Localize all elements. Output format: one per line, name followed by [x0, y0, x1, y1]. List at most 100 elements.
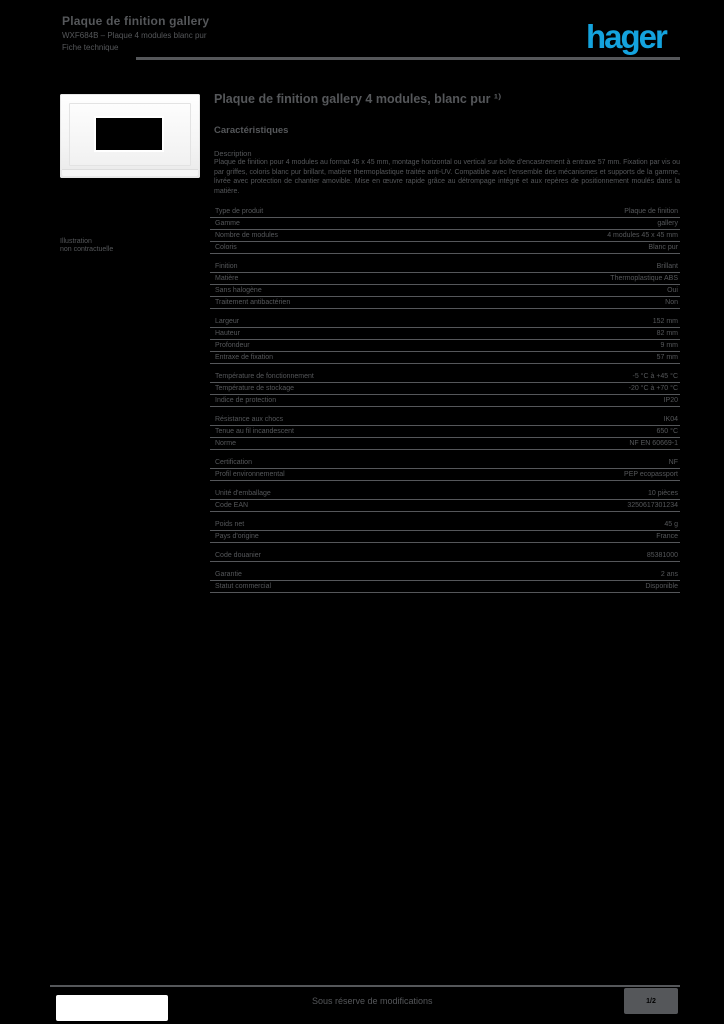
- spec-row: Pays d'origine France: [210, 531, 680, 543]
- cover-plate-cutout: [96, 118, 162, 150]
- product-image: [60, 94, 200, 178]
- spec-value: Non: [665, 299, 678, 306]
- spec-label: Indice de protection: [215, 397, 277, 404]
- spec-label: Nombre de modules: [215, 232, 279, 239]
- spec-label: Hauteur: [215, 330, 240, 337]
- spec-row: Résistance aux chocs IK04: [210, 414, 680, 426]
- spec-row: Coloris Blanc pur: [210, 242, 680, 254]
- spec-group: Garantie 2 ans Statut commercial Disponible: [210, 569, 680, 593]
- spec-row: Poids net 45 g: [210, 519, 680, 531]
- spec-label: Pays d'origine: [215, 533, 259, 540]
- spec-value: 3250617301234: [627, 502, 678, 509]
- spec-value: 85381000: [646, 552, 678, 559]
- spec-value: Brillant: [656, 263, 678, 270]
- spec-label: Matière: [215, 275, 239, 282]
- spec-label: Entraxe de fixation: [215, 354, 273, 361]
- image-caption: Illustration non contractuelle: [60, 238, 150, 254]
- spec-value: 4 modules 45 x 45 mm: [607, 232, 678, 239]
- spec-label: Gamme: [215, 220, 240, 227]
- spec-label: Profil environnemental: [215, 471, 285, 478]
- spec-label: Température de stockage: [215, 385, 294, 392]
- spec-label: Type de produit: [215, 208, 264, 215]
- footer-page-badge: 1/2: [624, 988, 678, 1014]
- spec-label: Température de fonctionnement: [215, 373, 314, 380]
- spec-label: Traitement antibactérien: [215, 299, 291, 306]
- spec-value: Plaque de finition: [624, 208, 678, 215]
- spec-label: Garantie: [215, 571, 242, 578]
- spec-label: Norme: [215, 440, 237, 447]
- spec-value: IP20: [663, 397, 678, 404]
- spec-group: Type de produit Plaque de finition Gamme ga…: [210, 206, 680, 254]
- spec-value: France: [656, 533, 678, 540]
- spec-row: Indice de protection IP20: [210, 395, 680, 407]
- spec-row: Nombre de modules 4 modules 45 x 45 mm: [210, 230, 680, 242]
- spec-label: Largeur: [215, 318, 240, 325]
- spec-value: 650 °C: [656, 428, 678, 435]
- header-divider: [136, 57, 680, 60]
- image-caption-line2: non contractuelle: [60, 246, 114, 253]
- spec-group: Température de fonctionnement -5 °C à +45…: [210, 371, 680, 407]
- image-caption-line1: Illustration: [60, 238, 92, 245]
- spec-value: -20 °C à +70 °C: [628, 385, 678, 392]
- spec-value: 2 ans: [660, 571, 678, 578]
- spec-row: Gamme gallery: [210, 218, 680, 230]
- footer-divider: [50, 985, 680, 987]
- spec-row: Type de produit Plaque de finition: [210, 206, 680, 218]
- spec-row: Profil environnemental PEP ecopassport: [210, 469, 680, 481]
- spec-group: Certification NF Profil environnemental PEP…: [210, 457, 680, 481]
- spec-row: Température de stockage -20 °C à +70 °C: [210, 383, 680, 395]
- spec-row: Certification NF: [210, 457, 680, 469]
- spec-row: Code EAN 3250617301234: [210, 500, 680, 512]
- spec-label: Coloris: [215, 244, 237, 251]
- footer-note: Sous réserve de modifications: [312, 996, 433, 1006]
- spec-value: -5 °C à +45 °C: [632, 373, 678, 380]
- spec-row: Matière Thermoplastique ABS: [210, 273, 680, 285]
- spec-label: Poids net: [215, 521, 245, 528]
- spec-value: Disponible: [645, 583, 678, 590]
- spec-value: 9 mm: [660, 342, 679, 349]
- spec-group: Poids net 45 g Pays d'origine France: [210, 519, 680, 543]
- spec-row: Finition Brillant: [210, 261, 680, 273]
- spec-label: Code douanier: [215, 552, 261, 559]
- spec-group: Unité d'emballage 10 pièces Code EAN 325061…: [210, 488, 680, 512]
- header-product-block: Plaque de finition gallery WXF684B – Pla…: [62, 15, 342, 53]
- description-label: Description: [214, 149, 252, 158]
- page-title: Plaque de finition gallery 4 modules, bl…: [214, 92, 502, 106]
- description-paragraph: Plaque de finition pour 4 modules au for…: [214, 159, 680, 196]
- spec-label: Tenue au fil incandescent: [215, 428, 294, 435]
- spec-row: Statut commercial Disponible: [210, 581, 680, 593]
- spec-row: Hauteur 82 mm: [210, 328, 680, 340]
- header-document-type: Fiche technique: [62, 43, 119, 52]
- spec-row: Norme NF EN 60669-1: [210, 438, 680, 450]
- spec-row: Sans halogène Oui: [210, 285, 680, 297]
- spec-value: PEP ecopassport: [624, 471, 678, 478]
- cover-plate-bottom-edge: [62, 169, 198, 176]
- spec-row: Code douanier 85381000: [210, 550, 680, 562]
- spec-group: Finition Brillant Matière Thermoplastique A…: [210, 261, 680, 309]
- spec-row: Largeur 152 mm: [210, 316, 680, 328]
- spec-label: Unité d'emballage: [215, 490, 271, 497]
- spec-label: Finition: [215, 263, 238, 270]
- spec-value: 45 g: [664, 521, 678, 528]
- spec-value: Thermoplastique ABS: [610, 275, 678, 282]
- spec-row: Unité d'emballage 10 pièces: [210, 488, 680, 500]
- spec-value: 10 pièces: [648, 490, 678, 497]
- spec-value: gallery: [657, 220, 678, 227]
- header-product-reference: WXF684B – Plaque 4 modules blanc pur: [62, 31, 207, 40]
- spec-value: IK04: [663, 416, 678, 423]
- spec-label: Certification: [215, 459, 252, 466]
- spec-value: 152 mm: [652, 318, 678, 325]
- spec-label: Profondeur: [215, 342, 250, 349]
- spec-label: Code EAN: [215, 502, 249, 509]
- spec-value: 82 mm: [656, 330, 678, 337]
- spec-label: Sans halogène: [215, 287, 262, 294]
- spec-value: Blanc pur: [648, 244, 678, 251]
- spec-row: Entraxe de fixation 57 mm: [210, 352, 680, 364]
- spec-row: Garantie 2 ans: [210, 569, 680, 581]
- spec-row: Traitement antibactérien Non: [210, 297, 680, 309]
- spec-label: Statut commercial: [215, 583, 272, 590]
- spec-group: Résistance aux chocs IK04 Tenue au fil inc…: [210, 414, 680, 450]
- spec-label: Résistance aux chocs: [215, 416, 284, 423]
- spec-group: Code douanier 85381000: [210, 550, 680, 562]
